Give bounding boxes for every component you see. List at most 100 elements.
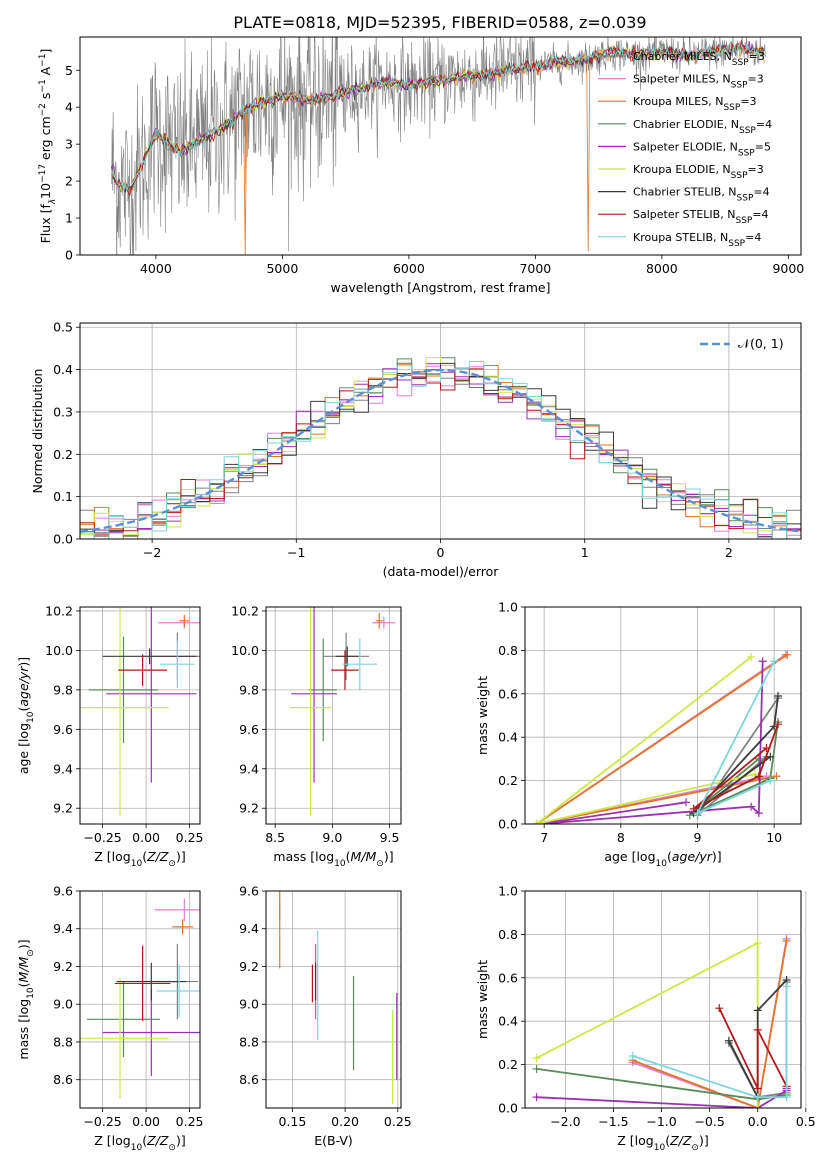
y-tick-label: 2 <box>65 174 73 189</box>
weight-marker <box>782 1093 791 1102</box>
weight-line <box>632 940 788 1108</box>
spectrum-data-line <box>111 37 766 255</box>
weight-marker <box>783 650 792 659</box>
weight-marker <box>689 804 698 813</box>
weight-marker <box>762 744 771 753</box>
x-tick-label: 0.5 <box>796 1114 816 1129</box>
weight_vs_age-xlabel: age [log10(age/yr)] <box>604 849 721 869</box>
y-tick-label: 0.4 <box>498 730 518 745</box>
weight-marker <box>758 657 767 666</box>
mass_vs_Z-frame <box>79 890 201 1109</box>
mass_vs_EBV-axes: 0.15 0.20 0.25 8.6 8.8 9.0 9.2 9.4 9.6 E(B-V) <box>239 884 412 1149</box>
x-tick-label: 8000 <box>646 261 678 276</box>
y-tick-label: 1.0 <box>498 600 518 615</box>
x-tick-label: 0.0 <box>748 1114 768 1129</box>
y-tick-label: 9.8 <box>53 682 73 697</box>
y-tick-label: 9.8 <box>239 682 259 697</box>
weight-marker <box>753 1104 762 1108</box>
age_vs_mass-marks <box>290 607 396 817</box>
gaussian-curve <box>80 368 799 533</box>
weight-marker <box>724 1036 733 1045</box>
y-tick-label: 9.6 <box>53 884 73 899</box>
x-tick-label: 10 <box>766 830 782 845</box>
weight-marker <box>753 1025 762 1034</box>
weight-marker <box>782 936 791 945</box>
y-tick-label: 0.2 <box>498 1057 518 1072</box>
legend-label: Salpeter ELODIE, NSSP=5 <box>633 140 771 158</box>
y-tick-label: 8.8 <box>239 1034 259 1049</box>
y-tick-label: 9.6 <box>239 722 259 737</box>
x-tick-label: 0.25 <box>384 1114 412 1129</box>
weight-marker <box>747 652 756 661</box>
weight-line <box>632 986 788 1099</box>
y-tick-label: 9.2 <box>53 801 73 816</box>
mass_vs_Z-axes: −0.25 0.00 0.25 8.6 8.8 9.0 9.2 9.4 9.6 Z [log10(… <box>16 884 203 1154</box>
weight_vs_Z-marks <box>532 934 791 1108</box>
y-tick-label: 0.4 <box>53 362 73 377</box>
x-tick-label: −2 <box>143 545 161 560</box>
weight-marker <box>753 1084 762 1093</box>
y-tick-label: 0.6 <box>498 970 518 985</box>
weight-marker <box>532 1064 541 1073</box>
residuals-marks <box>80 357 801 539</box>
y-tick-label: 0.6 <box>498 686 518 701</box>
weight-marker <box>774 691 782 700</box>
weight-marker <box>693 809 702 818</box>
weight_vs_Z-xlabel: Z [log10(Z/Z⊙)] <box>617 1133 708 1153</box>
spectrum-ylabel: Flux [fλ10−17 erg cm−2 s−1 A−1] <box>38 49 58 244</box>
x-tick-label: −2.0 <box>550 1114 580 1129</box>
x-tick-label: −1.0 <box>646 1114 676 1129</box>
y-tick-label: 9.4 <box>239 761 259 776</box>
weight-marker <box>753 1006 762 1015</box>
weight_vs_Z-frame <box>524 890 802 1109</box>
weight-line <box>535 656 756 824</box>
y-tick-label: 9.6 <box>53 722 73 737</box>
x-tick-label: 0.00 <box>132 830 160 845</box>
legend-label: Kroupa STELIB, NSSP=4 <box>633 231 761 249</box>
weight-marker <box>532 820 541 824</box>
x-tick-label: 9.0 <box>322 830 342 845</box>
histogram-step <box>80 361 801 539</box>
y-tick-label: 9.4 <box>53 761 73 776</box>
spectrum-xlabel: wavelength [Angstrom, rest frame] <box>330 280 550 295</box>
legend-label: 𝒩(0, 1) <box>738 336 784 351</box>
weight-marker <box>628 1051 637 1060</box>
y-tick-label: 0.1 <box>53 489 73 504</box>
x-tick-label: 0.15 <box>278 1114 306 1129</box>
weight-marker <box>774 720 782 729</box>
x-tick-label: 9000 <box>772 261 804 276</box>
y-tick-label: 9.4 <box>239 921 259 936</box>
y-tick-label: 0.0 <box>498 817 518 832</box>
legend-label: Kroupa ELODIE, NSSP=3 <box>633 163 764 181</box>
weight-marker <box>754 754 763 763</box>
weight-marker <box>772 772 781 781</box>
histogram-step <box>80 367 801 535</box>
spectrum-legend: Chabrier MILES, NSSP=3 Salpeter MILES, NS… <box>598 50 772 249</box>
y-tick-label: 9.0 <box>239 997 259 1012</box>
spectrum-marks <box>111 37 766 255</box>
y-tick-label: 4 <box>65 100 73 115</box>
residuals-axes: −2 −1 0 1 2 0.0 0.1 0.2 0.3 0.4 0.5 (data-model)/er… <box>30 320 802 579</box>
legend-label: Chabrier MILES, NSSP=3 <box>633 50 765 68</box>
x-tick-label: 4000 <box>140 261 172 276</box>
y-tick-label: 8.8 <box>53 1034 73 1049</box>
weight-marker <box>747 802 756 811</box>
weight_vs_Z-axes: −2.0 −1.5 −1.0 −0.5 0.0 0.5 0.0 0.2 0.4 0.6 0.8 1.0… <box>475 884 816 1154</box>
mass_vs_Z-marks <box>80 898 200 1099</box>
legend-label: Chabrier STELIB, NSSP=4 <box>633 186 770 204</box>
spectrum-axes: 4000 5000 6000 7000 8000 9000 0 1 2 3 4 5 wavelength… <box>38 36 804 295</box>
y-tick-label: 8.6 <box>53 1072 73 1087</box>
y-tick-label: 0.2 <box>498 773 518 788</box>
residuals-xlabel: (data-model)/error <box>383 564 500 579</box>
weight-marker <box>715 1004 724 1013</box>
y-tick-label: 0.2 <box>53 447 73 462</box>
x-tick-label: 2 <box>725 545 733 560</box>
y-tick-label: 9.2 <box>239 801 259 816</box>
weight-line <box>693 695 779 814</box>
weight-marker <box>753 1093 762 1102</box>
mass_vs_EBV-frame <box>265 890 402 1109</box>
residuals-ylabel: Normed distribution <box>30 369 45 494</box>
weight-line <box>535 653 788 824</box>
y-tick-label: 0.8 <box>498 927 518 942</box>
